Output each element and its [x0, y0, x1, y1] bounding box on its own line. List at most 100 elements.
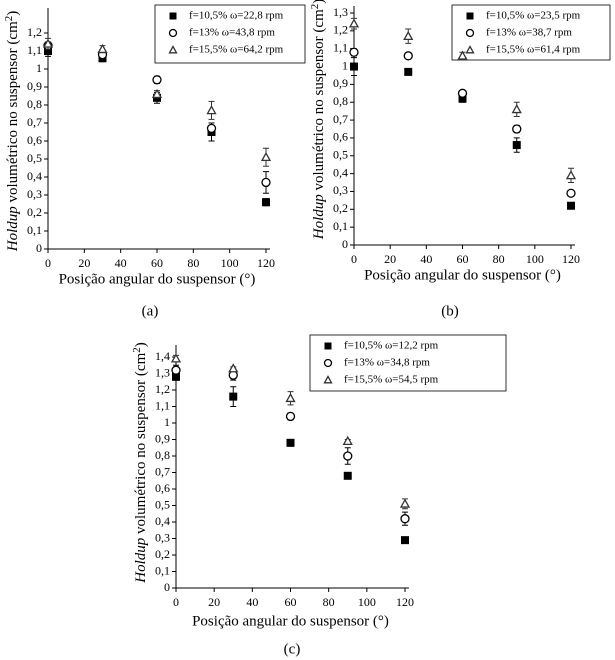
- y-tick-label: 0: [36, 241, 42, 255]
- y-tick-label: 0,4: [155, 514, 170, 528]
- x-tick-label: 100: [221, 256, 239, 270]
- y-label-sup: 2: [131, 347, 143, 353]
- triangle-marker: [511, 104, 522, 114]
- circle-marker: [400, 514, 410, 524]
- x-tick-label: 0: [45, 256, 51, 270]
- y-tick-label: 0,2: [155, 547, 170, 561]
- circle-marker: [512, 124, 522, 134]
- caption: (a): [142, 303, 159, 319]
- y-tick-label: 0,4: [333, 165, 348, 179]
- y-axis-label: Holdup volumétrico no suspensor (cm2): [309, 0, 328, 240]
- y-tick-label: 0,5: [27, 151, 42, 165]
- y-tick-label: 0: [164, 580, 170, 594]
- y-label-sup: 2: [3, 16, 15, 22]
- triangle-marker: [399, 498, 411, 508]
- legend-label: f=10,5% ω=23,5 rpm: [486, 10, 581, 22]
- triangle-marker: [260, 151, 272, 162]
- y-tick-label: 0,1: [27, 223, 42, 237]
- x-axis-label: Posição angular do suspensor (°): [59, 271, 256, 287]
- y-tick-label: 0,6: [155, 481, 170, 495]
- legend-label: f=15,5% ω=64,2 rpm: [189, 44, 284, 56]
- y-label-end: ): [311, 0, 327, 4]
- triangle-marker: [348, 18, 360, 28]
- y-tick-label: 0,8: [155, 448, 170, 462]
- square-marker: [466, 12, 474, 20]
- circle-marker: [349, 47, 359, 57]
- y-label-italic: Holdup: [133, 537, 149, 584]
- legend-label: f=13% ω=34,8 rpm: [344, 357, 430, 369]
- circle-marker: [343, 451, 353, 461]
- square-marker: [350, 62, 358, 71]
- y-tick-label: 0,9: [333, 76, 348, 90]
- x-tick-label: 0: [351, 252, 357, 266]
- triangle-marker: [206, 105, 217, 115]
- y-tick-label: 0,3: [155, 530, 170, 544]
- caption: (b): [441, 303, 459, 319]
- x-tick-label: 80: [493, 252, 505, 266]
- y-label-text: volumétrico no suspensor (cm: [311, 9, 327, 194]
- y-tick-label: 0,2: [333, 201, 348, 215]
- square-marker: [401, 536, 409, 545]
- triangle-marker: [228, 363, 239, 373]
- y-tick-label: 0,4: [27, 169, 42, 183]
- y-tick-label: 0,2: [27, 205, 42, 219]
- y-tick-label: 0,3: [27, 187, 42, 201]
- triangle-marker: [565, 170, 577, 180]
- triangle-marker: [42, 38, 54, 48]
- y-tick-label: 0,5: [155, 497, 170, 511]
- legend-label: f=15,5% ω=61,4 rpm: [486, 44, 581, 56]
- y-tick-label: 0,9: [27, 79, 42, 93]
- x-tick-label: 20: [208, 595, 220, 609]
- triangle-marker: [342, 435, 353, 445]
- x-tick-label: 0: [173, 595, 179, 609]
- triangle-marker: [457, 50, 468, 60]
- square-marker: [567, 201, 575, 210]
- square-marker: [262, 198, 270, 207]
- circle-marker: [261, 177, 271, 188]
- y-tick-label: 0,8: [333, 94, 348, 108]
- y-tick-label: 0: [342, 237, 348, 251]
- y-tick-label: 0,7: [155, 464, 170, 478]
- y-tick-label: 1,1: [27, 43, 42, 57]
- y-label-italic: Holdup: [311, 194, 327, 241]
- y-tick-label: 1,1: [333, 40, 348, 54]
- y-tick-label: 1: [342, 58, 348, 72]
- triangle-marker: [403, 30, 414, 41]
- triangle-marker: [151, 88, 163, 99]
- legend-label: f=10,5% ω=12,2 rpm: [344, 340, 439, 352]
- y-tick-label: 1,2: [27, 25, 42, 39]
- x-tick-label: 20: [78, 256, 90, 270]
- square-marker: [404, 67, 413, 76]
- y-label-text: volumétrico no suspensor (cm: [133, 352, 149, 537]
- caption: (c): [284, 641, 301, 657]
- square-marker: [229, 392, 238, 401]
- square-marker: [512, 141, 521, 150]
- y-label-end: ): [133, 342, 149, 347]
- legend-label: f=10,5% ω=22,8 rpm: [189, 10, 284, 22]
- x-tick-label: 120: [396, 595, 414, 609]
- circle-marker: [566, 188, 576, 198]
- legend-label: f=15,5% ω=54,5 rpm: [344, 374, 439, 386]
- y-tick-label: 0,5: [333, 148, 348, 162]
- x-tick-label: 40: [246, 595, 258, 609]
- y-label-text: volumétrico no suspensor (cm: [5, 21, 21, 206]
- legend-label: f=13% ω=38,7 rpm: [486, 27, 572, 39]
- x-tick-label: 20: [384, 252, 396, 266]
- legend-box: [451, 4, 611, 61]
- square-marker: [324, 342, 332, 350]
- x-tick-label: 80: [187, 256, 199, 270]
- circle-marker: [465, 28, 475, 38]
- y-tick-label: 1,2: [155, 382, 170, 396]
- y-label-italic: Holdup: [5, 206, 21, 253]
- triangle-marker: [323, 375, 333, 384]
- y-tick-label: 0,1: [155, 563, 170, 577]
- x-axis-label: Posição angular do suspensor (°): [192, 613, 389, 629]
- square-marker: [286, 438, 295, 447]
- y-tick-label: 0,1: [333, 219, 348, 233]
- triangle-marker: [465, 45, 475, 54]
- circle-marker: [457, 88, 468, 98]
- y-tick-label: 1,1: [155, 398, 170, 412]
- y-axis-label: Holdup volumétrico no suspensor (cm2): [131, 342, 150, 583]
- y-tick-label: 1: [36, 61, 42, 75]
